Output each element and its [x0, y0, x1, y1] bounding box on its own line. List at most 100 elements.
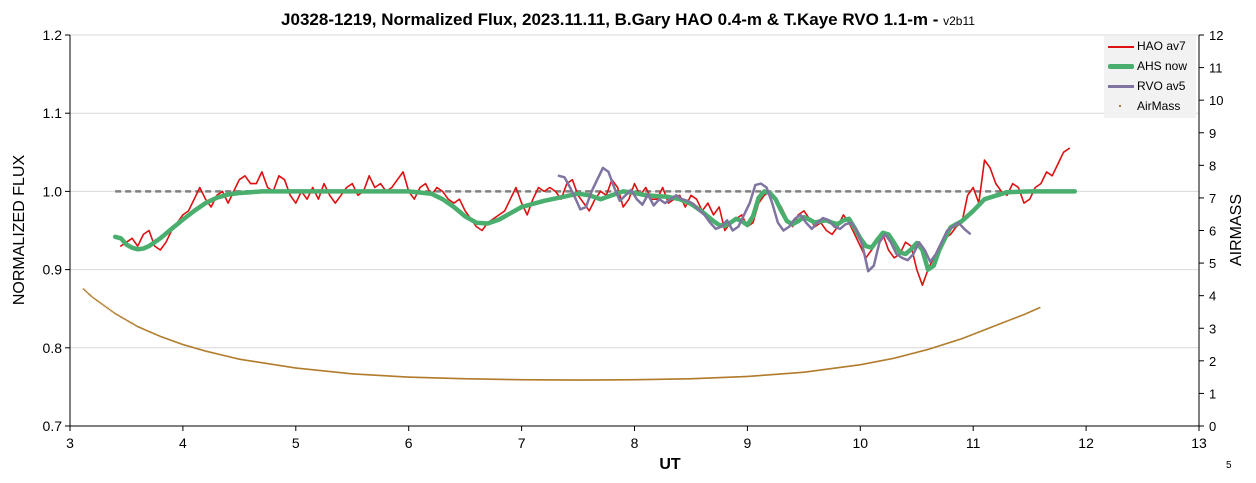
- airmass-point: [636, 378, 638, 381]
- airmass-point: [117, 314, 119, 317]
- airmass-point: [254, 360, 257, 363]
- x-tick-label: 12: [1078, 435, 1094, 451]
- airmass-point: [550, 379, 552, 381]
- x-tick-label: 9: [744, 435, 752, 451]
- airmass-point: [1038, 306, 1041, 309]
- airmass-point: [122, 317, 125, 320]
- airmass-point: [424, 376, 426, 379]
- airmass-point: [581, 379, 583, 381]
- airmass-point: [647, 378, 649, 381]
- title-text: J0328-1219, Normalized Flux, 2023.11.11,…: [281, 10, 929, 29]
- airmass-point: [472, 378, 475, 380]
- airmass-point: [600, 379, 602, 381]
- x-tick-label: 5: [292, 435, 300, 451]
- airmass-point: [561, 379, 563, 381]
- y2-tick-label: 10: [1209, 93, 1223, 108]
- airmass-point: [385, 375, 387, 377]
- legend-swatch-ahs: [1108, 64, 1134, 69]
- airmass-point: [402, 376, 405, 378]
- airmass-point: [655, 378, 657, 381]
- airmass-point: [1034, 308, 1037, 311]
- airmass-point: [324, 370, 327, 372]
- airmass-point: [499, 378, 501, 381]
- airmass-point: [216, 353, 219, 355]
- airmass-point: [139, 326, 142, 329]
- airmass-point: [665, 378, 668, 380]
- airmass-point: [878, 360, 881, 362]
- airmass-point: [398, 375, 401, 378]
- airmass-point: [833, 367, 836, 369]
- airmass-point: [512, 378, 515, 381]
- y2-axis-label: AIRMASS: [1228, 193, 1245, 267]
- airmass-point: [571, 379, 574, 381]
- airmass-point: [492, 378, 495, 381]
- airmass-point: [188, 345, 191, 348]
- airmass-point: [695, 377, 698, 380]
- title-version: v2b11: [943, 14, 975, 28]
- airmass-point: [573, 379, 575, 381]
- airmass-point: [961, 337, 963, 340]
- airmass-point: [808, 370, 811, 373]
- airmass-point: [819, 369, 821, 371]
- airmass-point: [313, 369, 316, 371]
- airmass-point: [901, 355, 904, 357]
- airmass-point: [417, 376, 419, 379]
- airmass-point: [970, 334, 973, 336]
- airmass-point: [426, 376, 429, 379]
- airmass-point: [982, 329, 984, 332]
- airmass-point: [1032, 309, 1034, 312]
- airmass-point: [616, 379, 618, 381]
- airmass-point: [132, 323, 135, 325]
- airmass-point: [648, 378, 651, 381]
- legend-swatch-rvo: [1108, 85, 1134, 88]
- x-tick-label: 11: [966, 435, 981, 451]
- airmass-point: [608, 379, 610, 381]
- airmass-point: [913, 352, 916, 354]
- airmass-point: [245, 359, 247, 362]
- airmass-point: [433, 377, 436, 379]
- airmass-point: [617, 379, 620, 381]
- airmass-point: [908, 353, 910, 356]
- airmass-point: [635, 378, 637, 381]
- airmass-point: [947, 342, 950, 344]
- airmass-point: [264, 362, 266, 364]
- airmass-point: [376, 374, 379, 377]
- airmass-point: [683, 378, 686, 380]
- airmass-point: [582, 379, 585, 381]
- airmass-point: [407, 376, 410, 378]
- airmass-point: [503, 378, 505, 381]
- airmass-point: [640, 378, 643, 381]
- airmass-point: [100, 302, 102, 305]
- airmass-point: [289, 366, 292, 368]
- airmass-point: [419, 376, 422, 379]
- airmass-point: [389, 375, 391, 377]
- airmass-point: [792, 372, 794, 374]
- airmass-point: [215, 352, 218, 355]
- airmass-point: [730, 376, 733, 378]
- airmass-point: [448, 377, 450, 380]
- airmass-point: [784, 372, 786, 375]
- airmass-point: [708, 377, 711, 379]
- y2-tick-label: 12: [1209, 28, 1223, 43]
- airmass-point: [718, 376, 720, 379]
- airmass-point: [873, 361, 875, 363]
- airmass-point: [159, 335, 162, 338]
- airmass-point: [977, 331, 979, 334]
- airmass-point: [413, 376, 415, 379]
- airmass-point: [391, 375, 394, 377]
- airmass-point: [674, 378, 676, 380]
- airmass-point: [760, 374, 762, 377]
- airmass-point: [624, 378, 626, 381]
- legend-item-hao: HAO av7: [1104, 36, 1196, 56]
- airmass-point: [196, 347, 199, 350]
- airmass-point: [489, 378, 492, 380]
- airmass-point: [794, 372, 797, 374]
- airmass-point: [734, 376, 737, 378]
- airmass-point: [303, 368, 305, 370]
- airmass-point: [625, 378, 628, 381]
- airmass-point: [128, 320, 131, 323]
- airmass-point: [285, 365, 288, 368]
- airmass-point: [230, 356, 233, 359]
- airmass-point: [333, 371, 336, 373]
